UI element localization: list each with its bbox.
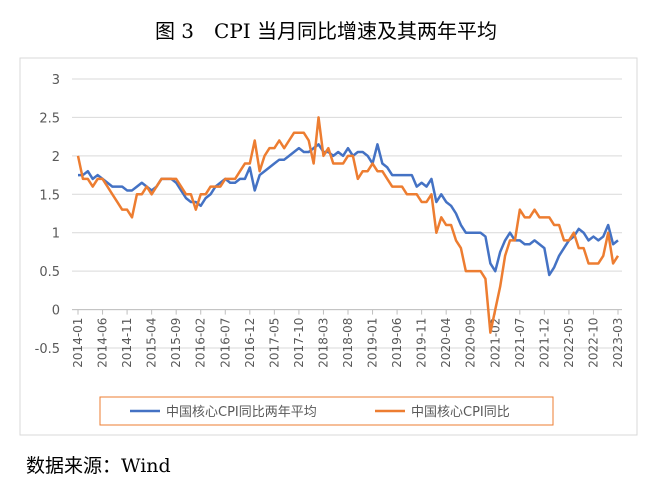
x-tick-label: 2016-02 — [194, 318, 208, 368]
x-tick-label: 2021-12 — [537, 318, 551, 368]
chart-frame — [19, 57, 638, 436]
x-tick-label: 2019-11 — [415, 318, 429, 368]
source-note: 数据来源：Wind — [26, 455, 171, 477]
x-tick-label: 2016-12 — [243, 318, 257, 368]
y-tick-label: 2.5 — [39, 111, 60, 126]
x-tick-label: 2014-06 — [96, 318, 110, 368]
x-tick-label: 2019-01 — [366, 318, 380, 368]
x-tick-label: 2015-04 — [145, 318, 159, 368]
x-tick-label: 2014-01 — [71, 318, 85, 368]
y-tick-label: 1.5 — [39, 188, 60, 203]
x-tick-label: 2014-11 — [120, 318, 134, 368]
x-tick-label: 2020-09 — [464, 318, 478, 368]
x-tick-label: 2018-08 — [341, 318, 355, 368]
x-tick-label: 2022-05 — [562, 318, 576, 368]
x-tick-label: 2017-05 — [267, 318, 281, 368]
legend-box — [99, 396, 554, 426]
x-tick-label: 2020-04 — [439, 318, 453, 368]
x-tick-label: 2017-10 — [292, 318, 306, 368]
legend-label: 中国核心CPI同比两年平均 — [166, 405, 317, 420]
x-tick-label: 2023-03 — [611, 318, 625, 368]
y-tick-label: -0.5 — [35, 342, 60, 357]
y-tick-label: 0 — [52, 304, 60, 319]
x-tick-label: 2021-07 — [513, 318, 527, 368]
y-tick-label: 0.5 — [39, 265, 60, 280]
series-line — [76, 116, 620, 334]
y-tick-label: 3 — [52, 73, 60, 88]
x-tick-label: 2018-03 — [316, 318, 330, 368]
y-tick-label: 2 — [52, 150, 60, 165]
y-tick-label: 1 — [52, 227, 60, 242]
x-tick-label: 2015-09 — [169, 318, 183, 368]
legend-label: 中国核心CPI同比 — [411, 405, 510, 420]
x-tick-label: 2016-07 — [218, 318, 232, 368]
x-tick-label: 2019-06 — [390, 318, 404, 368]
series-line — [78, 143, 619, 277]
chart-title: 图 3 CPI 当月同比增速及其两年平均 — [155, 19, 497, 43]
x-tick-label: 2022-10 — [586, 318, 600, 368]
